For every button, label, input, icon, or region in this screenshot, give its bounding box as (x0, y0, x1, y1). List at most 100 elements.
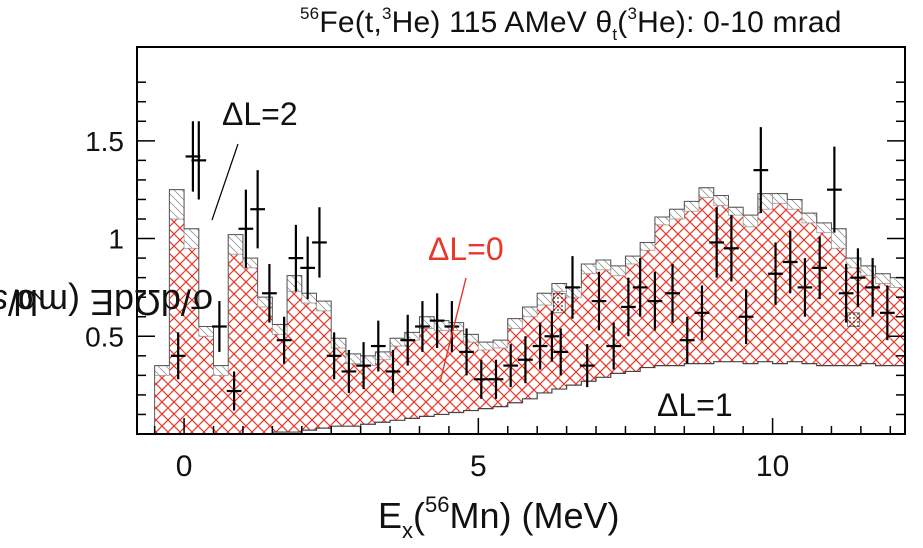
dl0-bar (213, 375, 229, 434)
dl2-bar (669, 208, 685, 220)
dl2-bar (536, 292, 553, 306)
dl2-bar (801, 212, 818, 224)
y-tick-label: 0.5 (85, 321, 124, 352)
dl1-bar (331, 426, 346, 434)
dl0-bar (890, 287, 905, 366)
dl0-bar (375, 359, 391, 423)
dl2-bar (492, 339, 509, 349)
dl1-bar (625, 371, 641, 434)
dl1-bar (522, 398, 538, 434)
dl2-bar (316, 300, 332, 312)
dl1-bar (610, 373, 626, 434)
dl0-bar (316, 310, 332, 429)
dl2-bar (154, 365, 170, 376)
dl0-bar (228, 254, 243, 434)
dl2-bar (683, 201, 700, 212)
dl1-bar (301, 430, 317, 434)
dl1-bar (419, 416, 435, 434)
dl1-outline (154, 361, 905, 435)
dl1-bar (743, 363, 758, 434)
dl1-bar (596, 377, 611, 434)
dl1-bar (816, 365, 832, 434)
dl2-bar (580, 263, 597, 275)
dl1-bar (713, 361, 729, 434)
dl2-bar (168, 189, 185, 220)
dl0-bar (198, 336, 214, 434)
dl1-bar (654, 365, 670, 434)
dl2-bar (728, 206, 744, 216)
dl1-bar (581, 381, 597, 434)
dl1-bar (345, 426, 361, 434)
dl2-bar (286, 275, 303, 292)
dl2-pointer (211, 143, 239, 221)
dl0-bar (301, 303, 317, 431)
dl1-bar (875, 365, 891, 434)
dl1-bar (728, 361, 744, 434)
total-outline (154, 187, 905, 434)
dl1-bar (390, 420, 405, 434)
dl0-bar (566, 297, 582, 386)
dl2-bar (522, 306, 538, 318)
y-tick-label: 1 (108, 224, 124, 255)
dl2-bar (477, 341, 494, 351)
dl2-bar (301, 292, 317, 304)
dl1-bar (640, 367, 655, 434)
chart-title: 56Fe(t,3He) 115 AMeV θt(3He): 0-10 mrad (300, 4, 842, 44)
y-tick-label: 1.5 (85, 126, 124, 157)
dl1-bar (537, 392, 552, 434)
dl2-bar (742, 214, 759, 228)
dl2-bar (610, 265, 626, 277)
x-axis-label: Ex(56Mn) (MeV) (378, 492, 620, 543)
dl2-bar (213, 365, 229, 376)
dl0-pointer (439, 277, 467, 383)
dl0-bar (831, 248, 847, 366)
dl2-bar (507, 318, 523, 329)
dl2-bar (198, 326, 214, 337)
x-tick-label: 5 (470, 450, 487, 483)
dotted-patch (847, 312, 860, 327)
dl0-bar (169, 219, 185, 434)
annotation-dl2: ΔL=2 (222, 96, 298, 132)
dl1-bar (360, 424, 376, 434)
dotted-patch (553, 292, 566, 314)
dl1-bar (493, 406, 508, 434)
dl1-bar (757, 361, 773, 434)
dl1-bar (551, 389, 567, 434)
annotation-dl1: ΔL=1 (657, 387, 733, 423)
dl2-bar (786, 199, 803, 210)
dl1-bar (846, 365, 861, 434)
dl0-bar (654, 224, 670, 366)
x-tick-label: 10 (756, 450, 789, 483)
dl0-bar (242, 267, 258, 434)
dl0-bar (154, 375, 170, 434)
dl2-bar (875, 273, 891, 284)
dl2-bar (698, 187, 715, 198)
axes: 0 5 10 0.5 1 1.5 (85, 81, 905, 483)
dl0-bar (757, 209, 773, 362)
dl2-bar (625, 255, 641, 265)
dl1-bar (890, 365, 905, 434)
dl2-bar (227, 234, 244, 255)
dl2-bar (183, 228, 200, 249)
annotation-dl0: ΔL=0 (428, 231, 504, 267)
dl0-bar (434, 330, 449, 415)
plot-frame (136, 46, 906, 435)
dl1-bar (375, 422, 391, 434)
dl1-bar (860, 363, 876, 434)
dl0-bar (257, 306, 273, 434)
dl1-bar (787, 361, 803, 434)
dl0-bar (640, 250, 655, 368)
dl1-bar (434, 414, 449, 434)
dl1-bar (684, 363, 700, 434)
dl0-bar (551, 291, 567, 390)
dl1-bar (669, 365, 685, 434)
dl1-bar (699, 363, 714, 434)
dl2-bar (551, 283, 568, 292)
dl1-bar (831, 365, 847, 434)
dl1-bar (463, 410, 479, 434)
dl2-bar (772, 193, 788, 204)
dl2-bar (889, 277, 906, 288)
dl1-bar (478, 408, 494, 434)
dl0-bar (184, 248, 199, 434)
